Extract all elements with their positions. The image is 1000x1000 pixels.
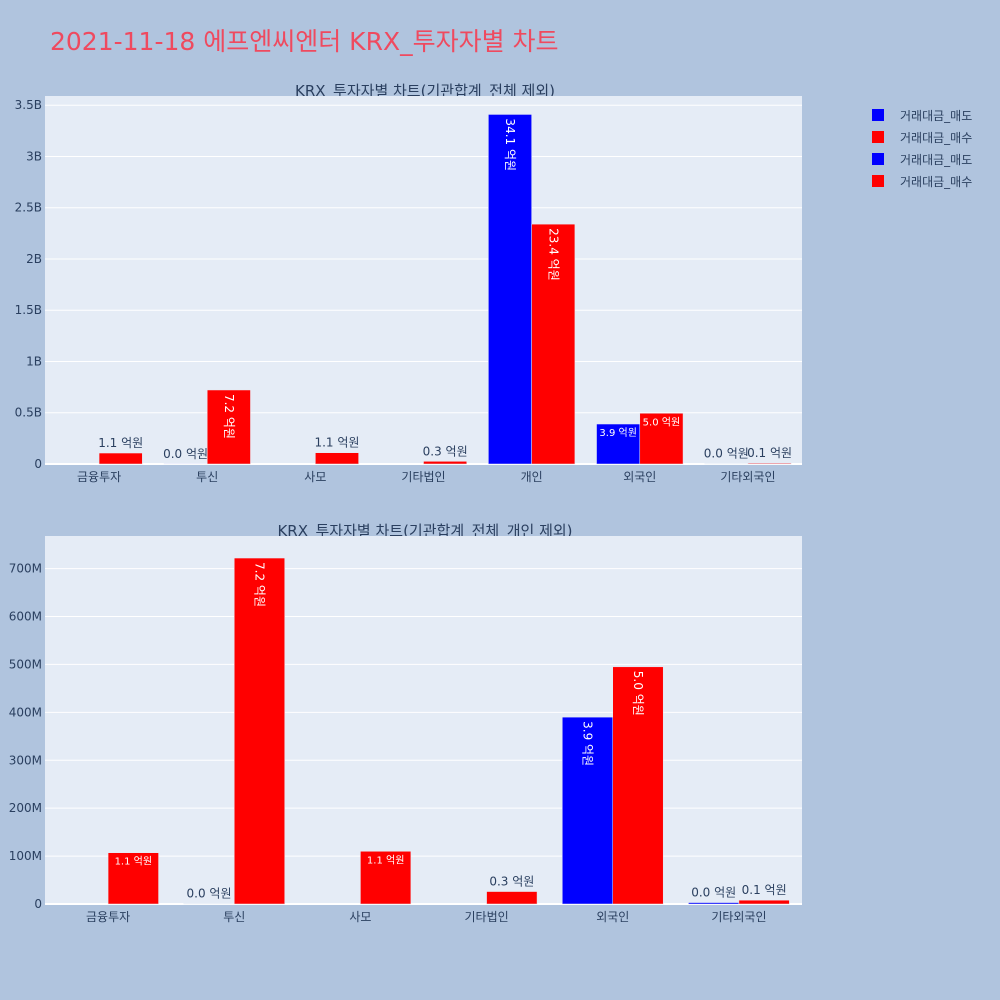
y-tick-label: 2.5B — [15, 201, 42, 215]
y-tick-label: 700M — [9, 562, 42, 576]
legend-swatch — [872, 153, 884, 165]
bar-value-label: 34.1 억원 — [503, 118, 517, 171]
y-tick-label: 0.5B — [15, 406, 42, 420]
bar-sell — [596, 423, 641, 465]
legend-label: 거래대금_매도 — [900, 152, 973, 167]
bar-value-label: 1.1 억원 — [115, 856, 152, 868]
legend-swatch — [872, 131, 884, 143]
bar-sell — [488, 114, 532, 465]
x-tick-label: 금융투자 — [77, 470, 121, 484]
y-tick-label: 100M — [9, 849, 42, 863]
bar-value-label: 3.9 억원 — [599, 427, 636, 439]
y-tick-label: 400M — [9, 705, 42, 719]
y-tick-label: 0 — [34, 897, 42, 911]
bar-value-label: 0.1 억원 — [742, 883, 787, 897]
x-tick-label: 외국인 — [623, 470, 656, 484]
page-title: 2021-11-18 에프엔씨엔터 KRX_투자자별 차트 — [50, 27, 559, 56]
legend: 거래대금_매도 거래대금_매수 거래대금_매도 거래대금_매수 — [872, 104, 972, 192]
x-tick-label: 외국인 — [596, 910, 629, 924]
bar-value-label: 0.0 억원 — [187, 887, 232, 901]
bar-value-label: 0.0 억원 — [691, 886, 736, 900]
x-tick-label: 사모 — [349, 910, 371, 924]
y-tick-label: 0 — [34, 457, 42, 471]
legend-item-sell-2[interactable]: 거래대금_매도 — [872, 148, 972, 170]
x-tick-label: 기타법인 — [464, 910, 508, 924]
bar-sell — [562, 716, 613, 905]
y-tick-label: 1B — [26, 354, 42, 368]
bar-value-label: 1.1 억원 — [98, 436, 143, 450]
legend-item-buy-2[interactable]: 거래대금_매수 — [872, 170, 972, 192]
bar-buy — [360, 851, 412, 905]
legend-swatch — [872, 109, 884, 121]
bar-value-label: 0.0 억원 — [704, 447, 749, 461]
legend-swatch — [872, 175, 884, 187]
bar-value-label: 0.0 억원 — [163, 447, 208, 461]
y-tick-label: 1.5B — [15, 303, 42, 317]
bar-buy — [639, 413, 684, 465]
bar-buy — [747, 462, 792, 465]
bar-buy — [612, 666, 664, 905]
bar-value-label: 3.9 억원 — [581, 721, 595, 766]
legend-label: 거래대금_매수 — [900, 130, 973, 145]
y-tick-label: 500M — [9, 657, 42, 671]
y-tick-label: 3.5B — [15, 98, 42, 112]
x-tick-label: 기타외국인 — [720, 470, 775, 484]
bar-value-label: 1.1 억원 — [367, 854, 404, 866]
legend-label: 거래대금_매도 — [900, 108, 973, 123]
subplot-title-bottom: KRX_투자자별 차트(기관합계_전체_개인 제외) — [277, 522, 573, 540]
bar-buy — [738, 899, 790, 905]
y-tick-label: 2B — [26, 252, 42, 266]
x-tick-label: 투신 — [196, 470, 218, 484]
bar-buy — [531, 223, 576, 465]
x-tick-label: 기타외국인 — [711, 910, 766, 924]
bar-value-label: 7.2 억원 — [252, 562, 266, 607]
x-tick-label: 기타법인 — [401, 470, 445, 484]
y-tick-label: 300M — [9, 753, 42, 767]
bar-buy — [486, 891, 538, 905]
bar-value-label: 23.4 억원 — [546, 228, 560, 281]
legend-item-buy-1[interactable]: 거래대금_매수 — [872, 126, 972, 148]
bar-buy — [315, 452, 359, 465]
x-tick-label: 사모 — [304, 470, 326, 484]
bar-value-label: 5.0 억원 — [631, 671, 645, 716]
y-tick-label: 3B — [26, 149, 42, 163]
bar-value-label: 0.1 억원 — [747, 446, 792, 460]
subplot-title-top: KRX_투자자별 차트(기관합계_전체 제외) — [295, 82, 555, 100]
bar-value-label: 0.3 억원 — [489, 875, 534, 889]
bar-buy — [423, 461, 468, 465]
plot-area — [45, 536, 802, 904]
y-tick-label: 200M — [9, 801, 42, 815]
x-tick-label: 금융투자 — [86, 910, 130, 924]
bar-value-label: 0.3 억원 — [423, 444, 468, 458]
x-tick-label: 개인 — [521, 470, 543, 484]
bar-value-label: 5.0 억원 — [643, 416, 680, 428]
bar-buy — [107, 852, 159, 905]
bar-buy — [98, 452, 143, 465]
y-tick-label: 600M — [9, 610, 42, 624]
bar-value-label: 1.1 억원 — [314, 436, 359, 450]
bar-buy — [234, 557, 285, 905]
bar-buy — [206, 389, 251, 465]
x-tick-label: 투신 — [223, 910, 245, 924]
legend-label: 거래대금_매수 — [900, 174, 973, 189]
legend-item-sell-1[interactable]: 거래대금_매도 — [872, 104, 972, 126]
bar-value-label: 7.2 억원 — [222, 394, 236, 439]
bar-sell — [688, 902, 740, 905]
plot-area — [45, 96, 802, 464]
